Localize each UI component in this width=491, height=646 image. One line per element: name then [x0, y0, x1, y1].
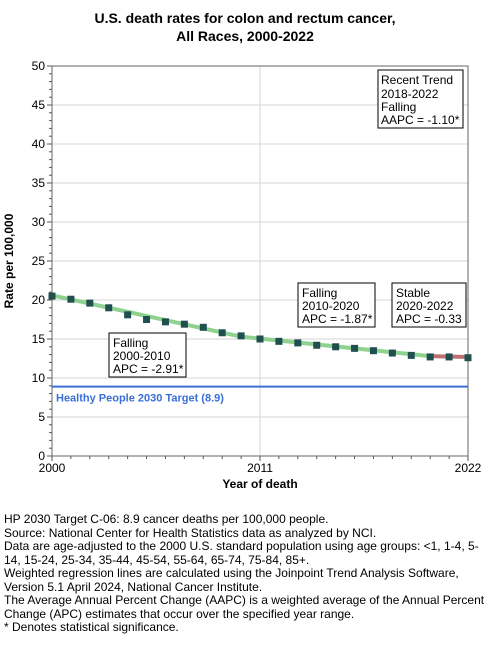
annotation-box — [391, 282, 467, 328]
data-point — [426, 353, 434, 361]
data-point — [237, 332, 245, 340]
data-point — [369, 347, 377, 355]
footnote-aapc: The Average Annual Percent Change (AAPC)… — [4, 593, 485, 621]
annotation-box — [297, 282, 376, 328]
annotation-2010-2020: Falling 2010-2020 APC = -1.87* — [297, 282, 376, 328]
chart-title-line-2: All Races, 2000-2022 — [176, 28, 314, 44]
y-tick-0: 0 — [38, 449, 45, 463]
annotation-line: AAPC = -1.10* — [381, 113, 460, 127]
annotation-2000-2010: Falling 2000-2010 APC = -2.91* — [108, 332, 187, 378]
annotation-line: Falling — [381, 100, 416, 114]
data-point — [199, 323, 207, 331]
annotation-line: APC = -1.87* — [302, 312, 373, 326]
footnote-age-adjust: Data are age-adjusted to the 2000 U.S. s… — [4, 539, 479, 567]
annotation-line: APC = -0.33 — [396, 312, 462, 326]
footnote-joinpoint: Weighted regression lines are calculated… — [4, 566, 459, 594]
data-point — [48, 292, 56, 300]
y-tick-15: 15 — [32, 332, 46, 346]
footnote-target: HP 2030 Target C-06: 8.9 cancer deaths p… — [4, 512, 329, 526]
y-tick-10: 10 — [32, 371, 46, 385]
observed-points — [48, 292, 472, 362]
data-point — [218, 329, 226, 337]
annotation-line: Recent Trend — [381, 73, 453, 87]
data-point — [161, 318, 169, 326]
data-point — [464, 354, 472, 362]
data-point — [105, 304, 113, 312]
trend-segment — [50, 293, 244, 339]
annotation-line: Stable — [396, 286, 430, 300]
data-point — [180, 320, 188, 328]
footnote-significance: * Denotes statistical significance. — [4, 620, 179, 634]
chart: U.S. death rates for colon and rectum ca… — [2, 10, 482, 491]
data-point — [294, 339, 302, 347]
annotation-line: Falling — [302, 286, 337, 300]
y-tick-labels: 0 5 10 15 20 25 30 35 40 45 50 — [32, 59, 46, 463]
annotation-recent-trend: Recent Trend 2018-2022 Falling AAPC = -1… — [377, 69, 464, 129]
x-tick-labels: 2000 2011 2022 — [39, 461, 482, 475]
x-tick-2000: 2000 — [39, 461, 66, 475]
data-point — [313, 341, 321, 349]
target-label: Healthy People 2030 Target (8.9) — [56, 393, 224, 405]
data-point — [67, 295, 75, 303]
data-point — [445, 353, 453, 361]
x-axis-label: Year of death — [222, 477, 297, 491]
y-tick-25: 25 — [32, 254, 46, 268]
plot-area — [51, 65, 469, 457]
x-tick-2022: 2022 — [455, 461, 482, 475]
data-point — [388, 349, 396, 357]
y-tick-30: 30 — [32, 215, 46, 229]
annotation-box — [377, 69, 464, 129]
annotation-line: 2000-2010 — [113, 349, 171, 363]
annotation-line: APC = -2.91* — [113, 362, 184, 376]
x-tick-2011: 2011 — [247, 461, 273, 475]
data-point — [143, 316, 151, 323]
y-tick-40: 40 — [32, 137, 46, 151]
y-tick-45: 45 — [32, 98, 46, 112]
footnotes: HP 2030 Target C-06: 8.9 cancer deaths p… — [4, 512, 488, 635]
y-tick-35: 35 — [32, 176, 46, 190]
y-axis-label: Rate per 100,000 — [2, 213, 16, 308]
annotation-line: Falling — [113, 336, 148, 350]
data-point — [351, 344, 359, 352]
annotation-2020-2022: Stable 2020-2022 APC = -0.33 — [391, 282, 467, 328]
data-point — [407, 351, 415, 359]
data-point — [86, 299, 94, 307]
annotation-line: 2018-2022 — [381, 87, 439, 101]
y-tick-20: 20 — [32, 293, 46, 307]
data-point — [124, 311, 132, 319]
annotation-line: 2010-2020 — [302, 299, 360, 313]
chart-title-line-1: U.S. death rates for colon and rectum ca… — [94, 10, 395, 26]
footnote-source: Source: National Center for Health Stati… — [4, 525, 377, 540]
data-point — [275, 337, 283, 345]
y-tick-50: 50 — [32, 59, 46, 73]
data-point — [332, 343, 340, 351]
y-tick-5: 5 — [38, 410, 45, 424]
annotation-box — [108, 332, 187, 378]
data-point — [256, 335, 264, 343]
annotation-line: 2020-2022 — [396, 299, 454, 313]
